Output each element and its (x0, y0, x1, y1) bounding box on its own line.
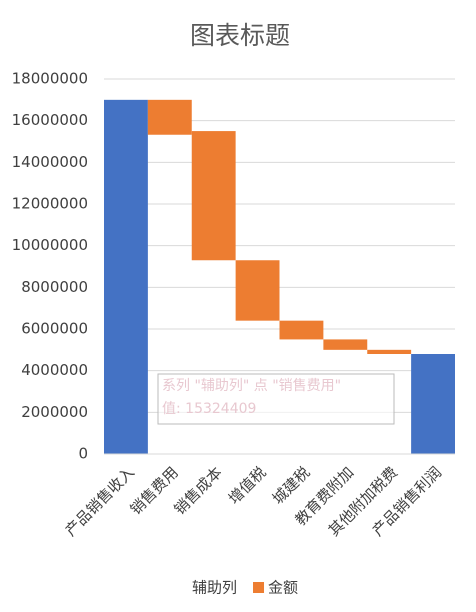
y-tick-label: 0 (78, 445, 88, 463)
chart-title: 图表标题 (190, 21, 290, 50)
y-tick-label: 10000000 (12, 236, 88, 254)
bar (411, 354, 455, 454)
bar (235, 260, 280, 321)
bar (104, 99, 148, 454)
legend-swatch (253, 582, 265, 593)
y-tick-label: 14000000 (12, 153, 88, 171)
tooltip-text: 系列 "辅助列" 点 "销售费用" (162, 378, 341, 394)
y-tick-label: 4000000 (21, 361, 88, 379)
bar (323, 339, 368, 350)
y-tick-label: 2000000 (21, 403, 88, 421)
bar (279, 320, 324, 340)
y-tick-label: 18000000 (12, 70, 88, 88)
tooltip-box (157, 373, 395, 425)
bar (367, 349, 412, 354)
legend-label: 金额 (268, 579, 298, 597)
legend-label: 辅助列 (192, 579, 237, 597)
tooltip-text: 值: 15324409 (162, 401, 256, 417)
bar (191, 131, 236, 261)
y-tick-label: 8000000 (21, 278, 88, 296)
bar (147, 99, 192, 135)
y-tick-label: 12000000 (12, 195, 88, 213)
y-tick-label: 6000000 (21, 320, 88, 338)
y-tick-label: 16000000 (12, 111, 88, 129)
tooltip: 系列 "辅助列" 点 "销售费用" 值: 15324409 (157, 373, 395, 425)
